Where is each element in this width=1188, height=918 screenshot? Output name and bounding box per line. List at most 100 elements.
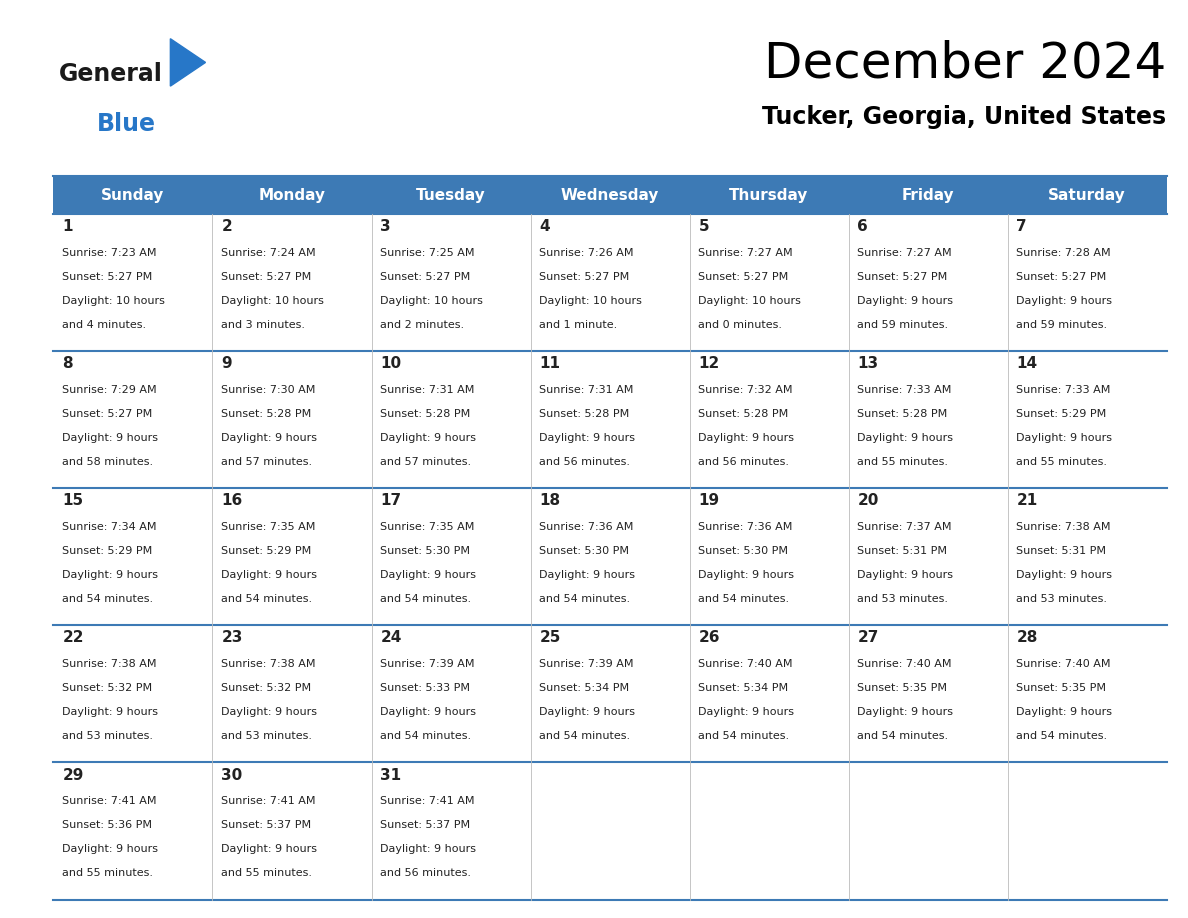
Text: Daylight: 9 hours: Daylight: 9 hours — [62, 708, 158, 717]
Text: Sunrise: 7:38 AM: Sunrise: 7:38 AM — [62, 659, 157, 669]
Text: and 54 minutes.: and 54 minutes. — [539, 732, 631, 742]
Text: 12: 12 — [699, 356, 720, 371]
Text: Sunset: 5:37 PM: Sunset: 5:37 PM — [221, 821, 311, 831]
Text: and 55 minutes.: and 55 minutes. — [62, 868, 153, 879]
Text: Sunrise: 7:25 AM: Sunrise: 7:25 AM — [380, 248, 475, 258]
Text: Sunset: 5:27 PM: Sunset: 5:27 PM — [62, 409, 152, 419]
Text: Sunrise: 7:24 AM: Sunrise: 7:24 AM — [221, 248, 316, 258]
Text: Daylight: 9 hours: Daylight: 9 hours — [858, 708, 954, 717]
Text: Daylight: 10 hours: Daylight: 10 hours — [221, 296, 324, 306]
Text: Sunrise: 7:40 AM: Sunrise: 7:40 AM — [858, 659, 952, 669]
Text: Sunset: 5:32 PM: Sunset: 5:32 PM — [221, 683, 311, 693]
Text: 27: 27 — [858, 631, 879, 645]
Text: Daylight: 9 hours: Daylight: 9 hours — [858, 433, 954, 443]
Text: Sunset: 5:27 PM: Sunset: 5:27 PM — [1017, 272, 1107, 282]
Text: 31: 31 — [380, 767, 402, 782]
Text: Sunrise: 7:41 AM: Sunrise: 7:41 AM — [221, 797, 316, 807]
Text: Sunset: 5:30 PM: Sunset: 5:30 PM — [699, 546, 789, 556]
Text: Sunrise: 7:30 AM: Sunrise: 7:30 AM — [221, 385, 316, 395]
Text: Daylight: 9 hours: Daylight: 9 hours — [221, 570, 317, 580]
Text: and 55 minutes.: and 55 minutes. — [858, 457, 948, 467]
Text: and 59 minutes.: and 59 minutes. — [1017, 319, 1107, 330]
Text: Sunrise: 7:31 AM: Sunrise: 7:31 AM — [380, 385, 475, 395]
Text: and 0 minutes.: and 0 minutes. — [699, 319, 783, 330]
Text: and 56 minutes.: and 56 minutes. — [380, 868, 472, 879]
Text: Sunrise: 7:35 AM: Sunrise: 7:35 AM — [221, 522, 316, 532]
Text: and 54 minutes.: and 54 minutes. — [221, 594, 312, 604]
Text: 14: 14 — [1017, 356, 1037, 371]
Text: and 59 minutes.: and 59 minutes. — [858, 319, 948, 330]
Text: Daylight: 9 hours: Daylight: 9 hours — [1017, 296, 1112, 306]
Text: Sunrise: 7:35 AM: Sunrise: 7:35 AM — [380, 522, 475, 532]
Text: Daylight: 9 hours: Daylight: 9 hours — [1017, 570, 1112, 580]
Text: Tuesday: Tuesday — [416, 187, 486, 203]
Text: Daylight: 9 hours: Daylight: 9 hours — [221, 845, 317, 855]
Text: Sunset: 5:27 PM: Sunset: 5:27 PM — [699, 272, 789, 282]
Text: Sunrise: 7:38 AM: Sunrise: 7:38 AM — [1017, 522, 1111, 532]
Text: Daylight: 9 hours: Daylight: 9 hours — [62, 433, 158, 443]
Text: Daylight: 9 hours: Daylight: 9 hours — [221, 433, 317, 443]
Text: and 3 minutes.: and 3 minutes. — [221, 319, 305, 330]
Text: 19: 19 — [699, 493, 720, 509]
Text: Daylight: 9 hours: Daylight: 9 hours — [858, 296, 954, 306]
Text: and 54 minutes.: and 54 minutes. — [539, 594, 631, 604]
Text: Daylight: 10 hours: Daylight: 10 hours — [380, 296, 484, 306]
Text: and 54 minutes.: and 54 minutes. — [1017, 732, 1107, 742]
Text: Sunset: 5:30 PM: Sunset: 5:30 PM — [380, 546, 470, 556]
Text: 26: 26 — [699, 631, 720, 645]
Text: and 53 minutes.: and 53 minutes. — [858, 594, 948, 604]
Text: and 57 minutes.: and 57 minutes. — [221, 457, 312, 467]
Text: Daylight: 10 hours: Daylight: 10 hours — [539, 296, 643, 306]
Text: Daylight: 9 hours: Daylight: 9 hours — [221, 708, 317, 717]
Text: December 2024: December 2024 — [764, 39, 1167, 87]
Text: and 54 minutes.: and 54 minutes. — [858, 732, 948, 742]
Text: 22: 22 — [62, 631, 84, 645]
Text: Daylight: 9 hours: Daylight: 9 hours — [699, 433, 795, 443]
Text: 3: 3 — [380, 218, 391, 234]
Text: Sunday: Sunday — [101, 187, 165, 203]
Text: Sunset: 5:31 PM: Sunset: 5:31 PM — [858, 546, 948, 556]
Text: Sunset: 5:27 PM: Sunset: 5:27 PM — [62, 272, 152, 282]
Text: Sunset: 5:28 PM: Sunset: 5:28 PM — [858, 409, 948, 419]
Text: and 53 minutes.: and 53 minutes. — [221, 732, 312, 742]
Text: Sunrise: 7:29 AM: Sunrise: 7:29 AM — [62, 385, 157, 395]
Text: and 53 minutes.: and 53 minutes. — [1017, 594, 1107, 604]
Text: Sunset: 5:27 PM: Sunset: 5:27 PM — [858, 272, 948, 282]
Text: Sunset: 5:33 PM: Sunset: 5:33 PM — [380, 683, 470, 693]
Text: Sunrise: 7:26 AM: Sunrise: 7:26 AM — [539, 248, 634, 258]
Text: Sunrise: 7:38 AM: Sunrise: 7:38 AM — [221, 659, 316, 669]
Text: Daylight: 9 hours: Daylight: 9 hours — [699, 570, 795, 580]
Text: Daylight: 9 hours: Daylight: 9 hours — [539, 433, 636, 443]
Text: Daylight: 9 hours: Daylight: 9 hours — [380, 433, 476, 443]
Text: Sunrise: 7:33 AM: Sunrise: 7:33 AM — [858, 385, 952, 395]
Text: Sunrise: 7:27 AM: Sunrise: 7:27 AM — [699, 248, 794, 258]
Text: Wednesday: Wednesday — [561, 187, 659, 203]
Text: 24: 24 — [380, 631, 402, 645]
Text: Sunrise: 7:27 AM: Sunrise: 7:27 AM — [858, 248, 952, 258]
Text: Saturday: Saturday — [1048, 187, 1126, 203]
Text: and 53 minutes.: and 53 minutes. — [62, 732, 153, 742]
Text: Sunset: 5:34 PM: Sunset: 5:34 PM — [699, 683, 789, 693]
Text: Sunset: 5:30 PM: Sunset: 5:30 PM — [539, 546, 630, 556]
Text: 20: 20 — [858, 493, 879, 509]
Text: Sunrise: 7:39 AM: Sunrise: 7:39 AM — [539, 659, 634, 669]
Text: and 54 minutes.: and 54 minutes. — [380, 732, 472, 742]
Polygon shape — [170, 39, 206, 86]
Text: Thursday: Thursday — [729, 187, 809, 203]
Text: 10: 10 — [380, 356, 402, 371]
Text: 7: 7 — [1017, 218, 1028, 234]
Text: 29: 29 — [62, 767, 83, 782]
Text: Sunset: 5:27 PM: Sunset: 5:27 PM — [380, 272, 470, 282]
Text: 5: 5 — [699, 218, 709, 234]
Text: and 54 minutes.: and 54 minutes. — [699, 732, 790, 742]
Text: and 57 minutes.: and 57 minutes. — [380, 457, 472, 467]
Text: and 54 minutes.: and 54 minutes. — [699, 594, 790, 604]
Text: 11: 11 — [539, 356, 561, 371]
Text: Sunset: 5:29 PM: Sunset: 5:29 PM — [1017, 409, 1107, 419]
Text: Daylight: 10 hours: Daylight: 10 hours — [62, 296, 165, 306]
Text: and 4 minutes.: and 4 minutes. — [62, 319, 146, 330]
Text: 23: 23 — [221, 631, 242, 645]
Text: Daylight: 9 hours: Daylight: 9 hours — [62, 845, 158, 855]
Text: Sunset: 5:29 PM: Sunset: 5:29 PM — [221, 546, 311, 556]
Text: and 2 minutes.: and 2 minutes. — [380, 319, 465, 330]
